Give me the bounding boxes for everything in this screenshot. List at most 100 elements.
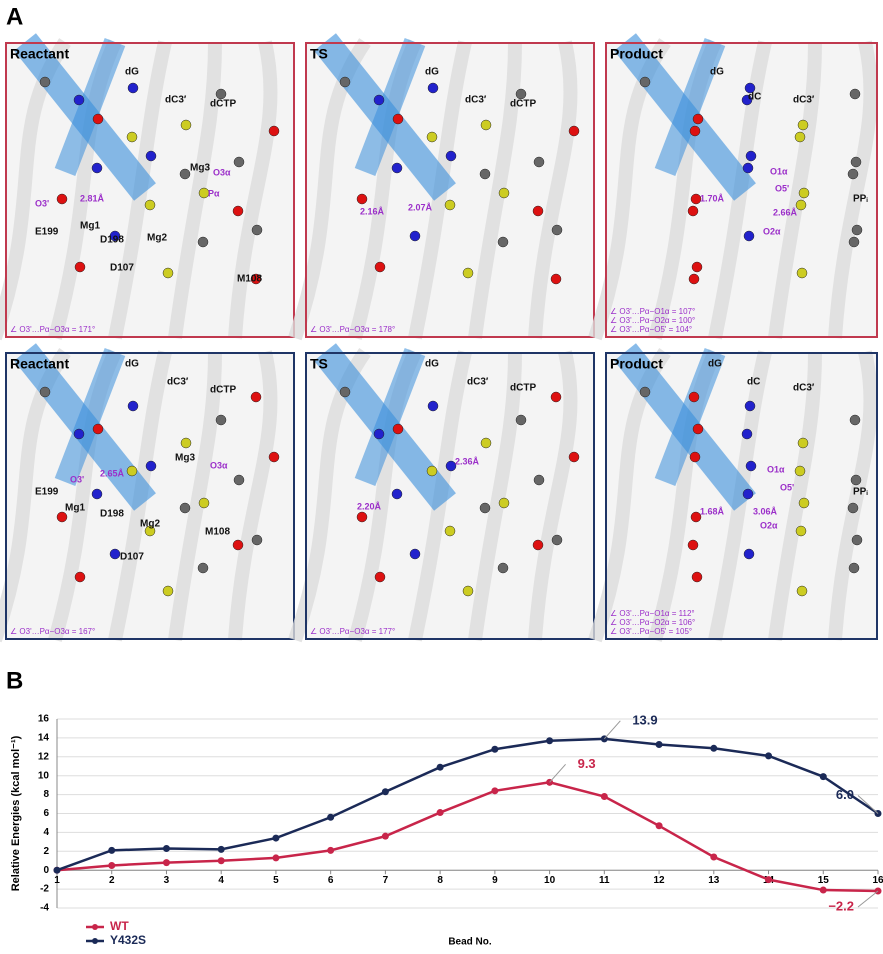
atom [797, 437, 809, 449]
y-tick-label: 2 [43, 846, 49, 857]
x-tick-label: 16 [872, 875, 883, 886]
atom [847, 502, 859, 514]
atom [745, 460, 757, 472]
x-tick-label: 12 [654, 875, 666, 886]
atom [798, 187, 810, 199]
data-point [53, 866, 61, 874]
data-point [600, 792, 608, 800]
atom-label: dCTP [210, 99, 236, 110]
atom [73, 94, 85, 106]
atom-label: 3.06Å [753, 506, 778, 516]
angle-note: ∠ O3'…Pα−O2α = 106° [610, 618, 695, 627]
atom [356, 511, 368, 523]
atom [127, 400, 139, 412]
x-tick-label: 15 [818, 875, 830, 886]
atom [444, 525, 456, 537]
atom-label: dC3′ [165, 95, 187, 106]
atom-label: dG [125, 67, 139, 78]
atom-label: dG [125, 359, 139, 370]
ribbon [708, 350, 772, 642]
atom-label: dC [748, 92, 761, 103]
data-point [162, 859, 170, 867]
atom [532, 539, 544, 551]
atom [215, 88, 227, 100]
data-point [655, 741, 663, 749]
atom-label: dC [747, 377, 760, 388]
atom [687, 205, 699, 217]
atom [691, 261, 703, 273]
y-tick-label: 12 [38, 751, 50, 762]
ribbon [828, 40, 878, 339]
atom [445, 150, 457, 162]
panel-title: Product [610, 356, 663, 372]
atom [444, 199, 456, 211]
structure-panel: TS dG dC3′ dCTP 2.16Å 2.07Å ∠ O3'…Pα−O3α = 178… [288, 33, 595, 341]
atom [233, 156, 245, 168]
atom [73, 428, 85, 440]
x-tick-label: 1 [54, 875, 60, 886]
atom [445, 460, 457, 472]
data-point [272, 834, 280, 842]
y-tick-label: -4 [40, 903, 49, 914]
atom [232, 539, 244, 551]
y-tick-label: 8 [43, 789, 49, 800]
panel-title: Product [610, 46, 663, 62]
atom-label: PPᵢ [853, 487, 868, 498]
atom-label: O1α [767, 464, 785, 474]
atom [798, 497, 810, 509]
atom [795, 199, 807, 211]
atom [250, 273, 262, 285]
label-leader [857, 795, 879, 814]
ribbon [768, 41, 822, 339]
ribbon [228, 40, 278, 339]
atom [91, 162, 103, 174]
atom [179, 168, 191, 180]
helix [654, 348, 726, 486]
atom [232, 205, 244, 217]
atom [197, 236, 209, 248]
value-label: 6.0 [836, 787, 854, 802]
atom [145, 150, 157, 162]
structure-panel: Product dG dC dC3′ O1α O5' 1.70Å 2.66Å PPᵢ O2α ∠ O… [588, 33, 878, 341]
atom-label: O3α [210, 460, 228, 470]
data-point [108, 861, 116, 869]
data-point [272, 854, 280, 862]
atom [162, 267, 174, 279]
helix [54, 38, 126, 176]
y-tick-label: -2 [40, 884, 49, 895]
helix [354, 38, 426, 176]
atom-label: dCTP [210, 385, 236, 396]
data-point [217, 845, 225, 853]
legend-swatch [92, 924, 98, 930]
angle-note: ∠ O3'…Pα−O5' = 105° [610, 627, 692, 636]
atom-label: Mg3 [190, 163, 210, 174]
atom [551, 224, 563, 236]
atom [373, 428, 385, 440]
ribbon [168, 41, 222, 339]
atom-label: dG [708, 359, 722, 370]
atom-label: M108 [237, 274, 262, 285]
x-axis-label: Bead No. [448, 937, 492, 948]
atom-label: 1.68Å [700, 506, 725, 516]
atom [180, 437, 192, 449]
label-leader [549, 763, 566, 783]
atom-label: O1α [770, 166, 788, 176]
data-point [162, 844, 170, 852]
atom [689, 125, 701, 137]
atom-label: Mg1 [80, 221, 100, 232]
atom-label: Mg2 [140, 519, 160, 530]
panel-border [605, 42, 878, 338]
angle-note: ∠ O3'…Pα−O3α = 177° [310, 627, 395, 636]
ribbon [528, 40, 578, 339]
data-point [710, 744, 718, 752]
atom [39, 76, 51, 88]
atom [74, 571, 86, 583]
atom [179, 502, 191, 514]
atom [109, 230, 121, 242]
atom [109, 548, 121, 560]
data-point [327, 813, 335, 821]
atom-label: D107 [120, 552, 144, 563]
atom [374, 571, 386, 583]
atom-label: dC3′ [793, 95, 815, 106]
atom-label: dG [710, 67, 724, 78]
